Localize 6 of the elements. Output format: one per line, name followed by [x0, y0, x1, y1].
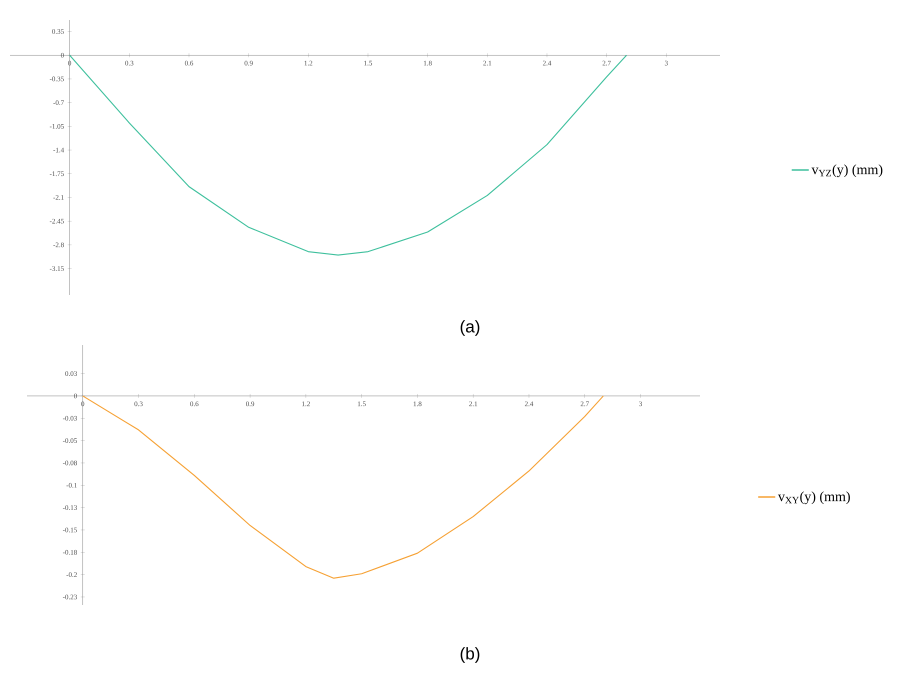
legend-label: v$_{YZ}$(y) (mm) [811, 164, 882, 178]
line-series [69, 54, 628, 256]
text: (b) [460, 647, 480, 663]
line-series [82, 395, 604, 579]
legend-label: v$_{XY}$(y) (mm) [778, 491, 850, 504]
text: (a) [460, 320, 480, 336]
